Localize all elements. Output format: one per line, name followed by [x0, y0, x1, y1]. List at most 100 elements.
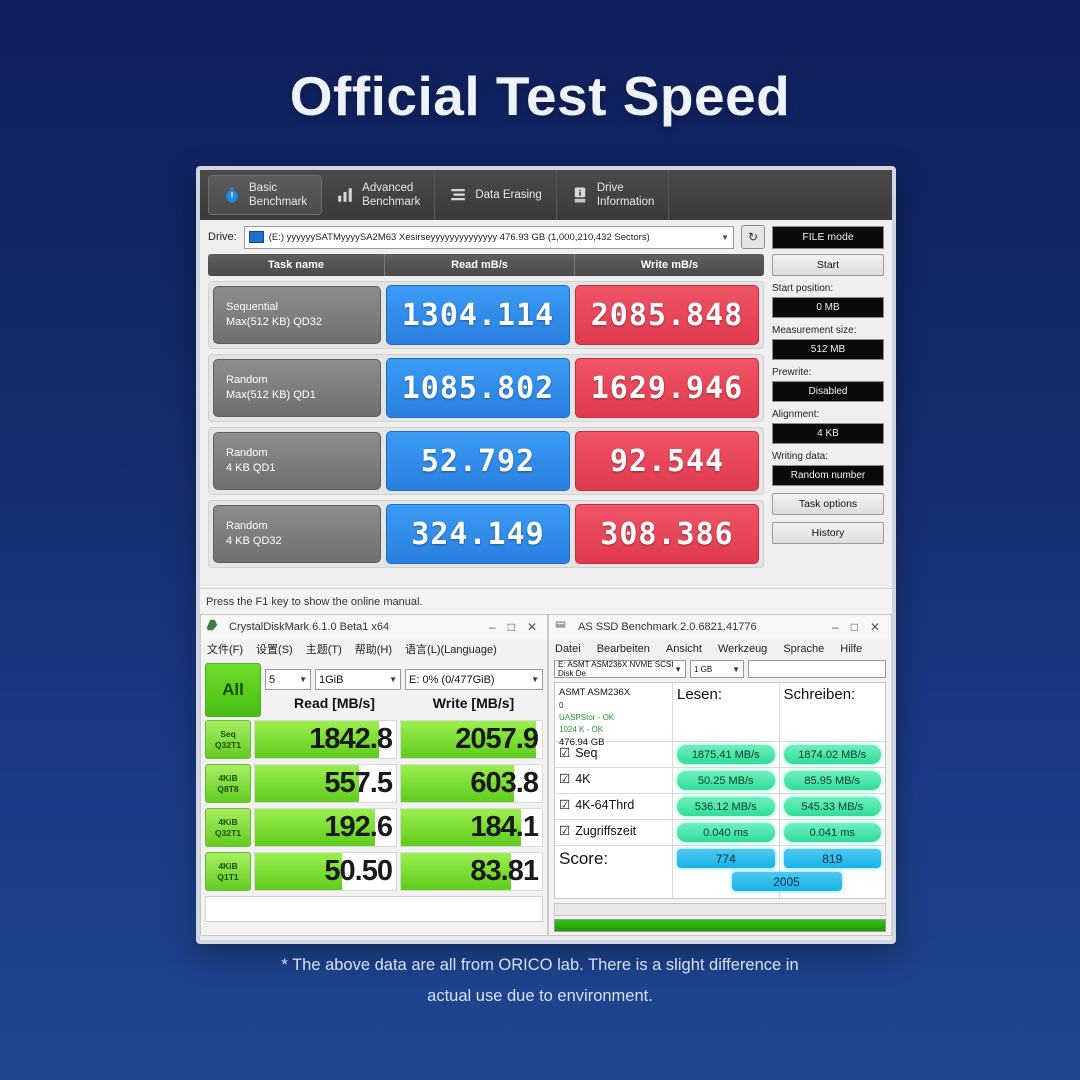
close-icon[interactable]: ✕ [869, 620, 880, 634]
cdm-read-value: 1842.8 [254, 720, 397, 759]
asssd-read-header-cell: Lesen: [673, 683, 780, 741]
cdm-tag-line2: Q32T1 [215, 739, 241, 750]
tab-drive-information[interactable]: Drive Information [557, 170, 670, 220]
tab-data-erasing[interactable]: Data Erasing [435, 170, 557, 220]
page-title: Official Test Speed [289, 65, 791, 127]
drive-alignment-status: 1024 K - OK [559, 725, 604, 735]
history-button[interactable]: History [772, 522, 884, 544]
writing-data-value[interactable]: Random number [772, 465, 884, 486]
column-write: Write mB/s [640, 259, 699, 271]
crystaldiskmark-icon [205, 618, 223, 636]
task-options-button[interactable]: Task options [772, 493, 884, 515]
menu-item-file[interactable]: 文件(F) [207, 644, 244, 656]
drive-model: ASMT ASM236X [559, 687, 631, 698]
checkbox-icon[interactable]: ☑ [559, 824, 571, 838]
drive-select[interactable]: (E:) yyyyyySATMyyyySA2M63 Xesirseyyyyyyy… [243, 225, 734, 249]
table-row[interactable]: Random Max(512 KB) QD1 1085.802 1629.946 [208, 354, 764, 422]
asssd-controls: E: ASMT ASM236X NVME SCSI Disk De ▼ 1 GB… [549, 658, 891, 682]
task-name-line2: 4 KB QD1 [226, 462, 276, 474]
chevron-down-icon: ▼ [674, 664, 682, 674]
task-name-line2: 4 KB QD32 [226, 535, 282, 547]
table-row[interactable]: 4KiB Q1T1 50.50 83.81 [205, 851, 543, 892]
write-value: 545.33 MB/s [783, 797, 881, 816]
target-drive-value: E: 0% (0/477GiB) [409, 673, 495, 686]
checkbox-icon[interactable]: ☑ [559, 798, 571, 812]
table-row[interactable]: Sequential Max(512 KB) QD32 1304.114 208… [208, 281, 764, 349]
menu-item-hilfe[interactable]: Hilfe [840, 642, 863, 655]
cdm-read-bar [255, 721, 380, 758]
asssd-read-cell: 536.12 MB/s [673, 794, 780, 819]
maximize-icon[interactable]: □ [850, 620, 858, 634]
menu-item-bearbeiten[interactable]: Bearbeiten [596, 642, 650, 655]
close-icon[interactable]: ✕ [526, 620, 537, 634]
cdm-write-value: 2057.9 [400, 720, 543, 759]
measurement-size-value[interactable]: 512 MB [772, 339, 884, 360]
table-row[interactable]: ☑ Zugriffszeit 0.040 ms 0.041 ms [555, 820, 885, 846]
runs-select[interactable]: 5 ▼ [265, 669, 311, 690]
write-value: 308.386 [575, 504, 759, 564]
score-read-cell: 774 [673, 846, 780, 898]
cdm-title: CrystalDiskMark 6.1.0 Beta1 x64 [229, 621, 390, 633]
test-checkbox-row[interactable]: ☑ 4K [559, 771, 668, 787]
table-row[interactable]: ☑ 4K-64Thrd 536.12 MB/s 545.33 MB/s [555, 794, 885, 820]
maximize-icon[interactable]: □ [507, 620, 515, 634]
test-checkbox-row[interactable]: ☑ 4K-64Thrd [559, 797, 668, 813]
menu-item-ansicht[interactable]: Ansicht [665, 642, 702, 655]
test-label: Zugriffszeit [575, 823, 637, 838]
tab-label: Basic Benchmark [249, 181, 308, 208]
read-value: 1085.802 [386, 358, 570, 418]
asssd-test-cell[interactable]: ☑ Zugriffszeit [555, 820, 673, 845]
task-name-cell: Random Max(512 KB) QD1 [213, 359, 381, 417]
table-row[interactable]: Random 4 KB QD32 324.149 308.386 [208, 500, 764, 568]
table-row[interactable]: Seq Q32T1 1842.8 2057.9 [205, 719, 543, 760]
cdm-selects: 5 ▼ 1GiB ▼ E: 0% (0/477GiB) ▼ R [265, 669, 543, 711]
benchmark-app: Basic Benchmark Advanced Benchmark Data … [200, 170, 892, 615]
menu-item-help[interactable]: 帮助(H) [354, 644, 393, 656]
asssd-test-cell[interactable]: ☑ 4K [555, 768, 673, 793]
checkbox-icon[interactable]: ☑ [559, 746, 571, 760]
asssd-test-cell[interactable]: ☑ Seq [555, 742, 673, 767]
menu-item-sprache[interactable]: Sprache [783, 642, 825, 655]
test-size-select[interactable]: 1GiB ▼ [315, 669, 401, 690]
cdm-menu-bar: 文件(F) 设置(S) 主题(T) 帮助(H) 语言(L)(Language) [201, 639, 547, 659]
tab-advanced-benchmark[interactable]: Advanced Benchmark [322, 170, 436, 220]
all-button[interactable]: All [205, 663, 261, 717]
menu-item-theme[interactable]: 主题(T) [305, 644, 342, 656]
drive-firmware: 0 [559, 701, 564, 711]
table-row[interactable]: ☑ 4K 50.25 MB/s 85.95 MB/s [555, 768, 885, 794]
alignment-value[interactable]: 4 KB [772, 423, 884, 444]
measurement-size-label: Measurement size: [772, 325, 857, 336]
menu-item-datei[interactable]: Datei [555, 642, 581, 655]
menu-item-language[interactable]: 语言(L)(Language) [405, 644, 497, 656]
column-read: Read mB/s [385, 254, 575, 276]
cdm-write-number: 2057.9 [455, 723, 539, 755]
asssd-size-select[interactable]: 1 GB ▼ [690, 660, 744, 678]
table-row[interactable]: Random 4 KB QD1 52.792 92.544 [208, 427, 764, 495]
minimize-icon[interactable]: – [832, 620, 839, 634]
menu-item-werkzeug[interactable]: Werkzeug [717, 642, 768, 655]
table-row[interactable]: 4KiB Q32T1 192.6 184.1 [205, 807, 543, 848]
start-button[interactable]: Start [772, 254, 884, 276]
minimize-icon[interactable]: – [489, 620, 496, 634]
file-mode-button[interactable]: FILE mode [772, 225, 884, 249]
cdm-write-value: 83.81 [400, 852, 543, 891]
prewrite-value[interactable]: Disabled [772, 381, 884, 402]
start-position-value[interactable]: 0 MB [772, 297, 884, 318]
test-size-value: 1GiB [319, 673, 344, 686]
asssd-drive-select[interactable]: E: ASMT ASM236X NVME SCSI Disk De ▼ [554, 660, 686, 678]
tab-basic-benchmark[interactable]: Basic Benchmark [208, 175, 323, 215]
test-checkbox-row[interactable]: ☑ Seq [559, 745, 668, 761]
checkbox-icon[interactable]: ☑ [559, 772, 571, 786]
score-label-cell: Score: [555, 846, 673, 898]
refresh-icon[interactable]: ↻ [741, 225, 765, 249]
target-drive-select[interactable]: E: 0% (0/477GiB) ▼ [405, 669, 543, 690]
table-row[interactable]: 4KiB Q8T8 557.5 603.8 [205, 763, 543, 804]
info-icon [571, 186, 589, 204]
table-row[interactable]: ☑ Seq 1875.41 MB/s 1874.02 MB/s [555, 742, 885, 768]
menu-item-settings[interactable]: 设置(S) [256, 644, 293, 656]
cdm-write-value: 184.1 [400, 808, 543, 847]
asssd-test-cell[interactable]: ☑ 4K-64Thrd [555, 794, 673, 819]
status-bar: Press the F1 key to show the online manu… [200, 588, 892, 615]
test-checkbox-row[interactable]: ☑ Zugriffszeit [559, 823, 668, 839]
cdm-read-value: 557.5 [254, 764, 397, 803]
